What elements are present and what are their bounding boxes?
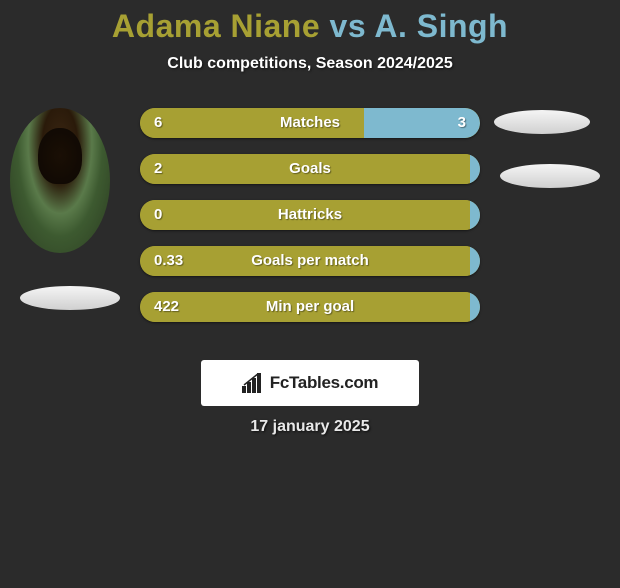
comparison-content: 63Matches 2Goals 0Hattricks 0.33Goals per m…: [0, 108, 620, 368]
brand-box: FcTables.com: [201, 360, 419, 406]
stat-label: Goals: [140, 154, 480, 184]
player2-name: A. Singh: [374, 8, 508, 44]
shadow-ellipse-right-1: [494, 110, 590, 134]
player1-avatar: [10, 108, 110, 253]
shadow-ellipse-left: [20, 286, 120, 310]
shadow-ellipse-right-2: [500, 164, 600, 188]
bar-chart-icon: [242, 373, 264, 393]
stat-label: Min per goal: [140, 292, 480, 322]
player1-name: Adama Niane: [112, 8, 320, 44]
stat-label: Hattricks: [140, 200, 480, 230]
stat-row: 0.33Goals per match: [140, 246, 480, 276]
stat-rows: 63Matches 2Goals 0Hattricks 0.33Goals per m…: [140, 108, 480, 338]
vs-separator: vs: [330, 8, 367, 44]
comparison-title: Adama Niane vs A. Singh: [0, 8, 620, 45]
stat-row: 63Matches: [140, 108, 480, 138]
date-line: 17 january 2025: [0, 418, 620, 436]
stat-label: Goals per match: [140, 246, 480, 276]
stat-label: Matches: [140, 108, 480, 138]
stat-row: 422Min per goal: [140, 292, 480, 322]
stat-row: 2Goals: [140, 154, 480, 184]
brand-text: FcTables.com: [270, 373, 379, 393]
season-subtitle: Club competitions, Season 2024/2025: [0, 55, 620, 73]
stat-row: 0Hattricks: [140, 200, 480, 230]
